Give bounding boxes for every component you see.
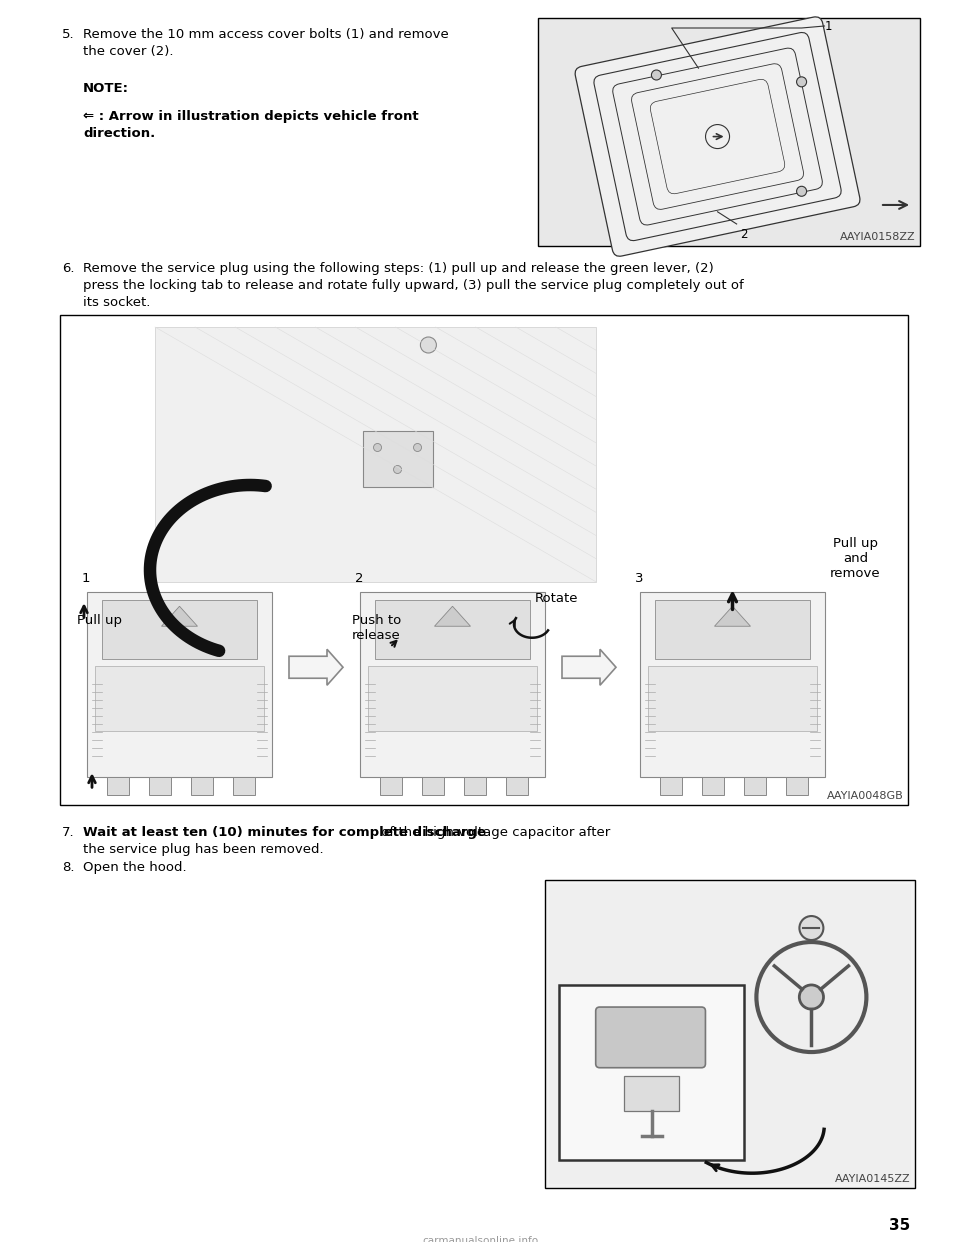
Bar	[360, 592, 545, 777]
Text: AAYIA0048GB: AAYIA0048GB	[828, 791, 904, 801]
Text: 2: 2	[740, 229, 748, 241]
Bar	[744, 777, 766, 795]
Bar	[545, 881, 915, 1189]
Bar	[380, 777, 402, 795]
Text: AAYIA0158ZZ: AAYIA0158ZZ	[840, 232, 916, 242]
Bar	[786, 777, 808, 795]
Bar	[549, 884, 911, 1184]
Text: Rotate: Rotate	[535, 592, 579, 605]
FancyArrow shape	[289, 650, 343, 686]
Polygon shape	[714, 606, 751, 626]
Text: 7.: 7.	[62, 826, 75, 840]
Text: NOTE:: NOTE:	[83, 82, 129, 96]
FancyArrow shape	[562, 650, 616, 686]
Text: press the locking tab to release and rotate fully upward, (3) pull the service p: press the locking tab to release and rot…	[83, 279, 744, 292]
Text: Remove the service plug using the following steps: (1) pull up and release the g: Remove the service plug using the follow…	[83, 262, 713, 274]
Circle shape	[797, 77, 806, 87]
Text: 3: 3	[635, 573, 643, 585]
Bar	[538, 17, 920, 246]
Bar	[60, 315, 908, 805]
Text: 1: 1	[82, 573, 90, 585]
Bar	[422, 777, 444, 795]
Bar	[624, 1076, 680, 1112]
Text: 35: 35	[889, 1218, 911, 1233]
Bar	[660, 777, 682, 795]
Circle shape	[652, 70, 661, 79]
Circle shape	[420, 337, 437, 353]
Text: Wait at least ten (10) minutes for complete discharge: Wait at least ten (10) minutes for compl…	[83, 826, 486, 840]
Bar	[107, 777, 129, 795]
Text: ⇐ : Arrow in illustration depicts vehicle front: ⇐ : Arrow in illustration depicts vehicl…	[83, 109, 419, 123]
Bar	[149, 777, 171, 795]
Polygon shape	[435, 606, 470, 626]
Text: Pull up: Pull up	[77, 615, 122, 627]
Bar	[363, 431, 433, 488]
Polygon shape	[215, 640, 246, 662]
Bar	[648, 666, 817, 732]
Bar	[655, 600, 810, 660]
Circle shape	[414, 443, 421, 452]
Text: AAYIA0145ZZ: AAYIA0145ZZ	[835, 1174, 911, 1184]
Text: the cover (2).: the cover (2).	[83, 45, 174, 58]
Text: Remove the 10 mm access cover bolts (1) and remove: Remove the 10 mm access cover bolts (1) …	[83, 29, 448, 41]
Text: carmanualsonline.info: carmanualsonline.info	[422, 1236, 538, 1242]
Text: 6.: 6.	[62, 262, 75, 274]
Text: its socket.: its socket.	[83, 296, 151, 309]
Text: Push to
release: Push to release	[352, 615, 401, 642]
Bar	[506, 777, 528, 795]
Bar	[702, 777, 724, 795]
Bar	[95, 666, 264, 732]
Text: direction.: direction.	[83, 127, 156, 139]
Text: 1: 1	[825, 20, 832, 34]
Bar	[559, 985, 744, 1160]
Bar	[191, 777, 213, 795]
Text: 8.: 8.	[62, 861, 75, 874]
FancyBboxPatch shape	[596, 1007, 706, 1068]
Circle shape	[800, 917, 824, 940]
Text: 2: 2	[355, 573, 364, 585]
Text: 5.: 5.	[62, 29, 75, 41]
Bar	[233, 777, 255, 795]
Text: Open the hood.: Open the hood.	[83, 861, 186, 874]
Circle shape	[373, 443, 381, 452]
Polygon shape	[161, 606, 198, 626]
FancyBboxPatch shape	[575, 17, 860, 256]
Bar	[102, 600, 257, 660]
Text: Pull up
and
remove: Pull up and remove	[830, 538, 880, 580]
Circle shape	[797, 186, 806, 196]
Bar	[155, 327, 596, 581]
Text: of the high voltage capacitor after: of the high voltage capacitor after	[377, 826, 611, 840]
Text: the service plug has been removed.: the service plug has been removed.	[83, 843, 324, 856]
Circle shape	[394, 466, 401, 473]
Circle shape	[800, 985, 824, 1010]
Bar	[464, 777, 486, 795]
Bar	[87, 592, 272, 777]
Bar	[375, 600, 530, 660]
Bar	[640, 592, 825, 777]
Bar	[368, 666, 537, 732]
